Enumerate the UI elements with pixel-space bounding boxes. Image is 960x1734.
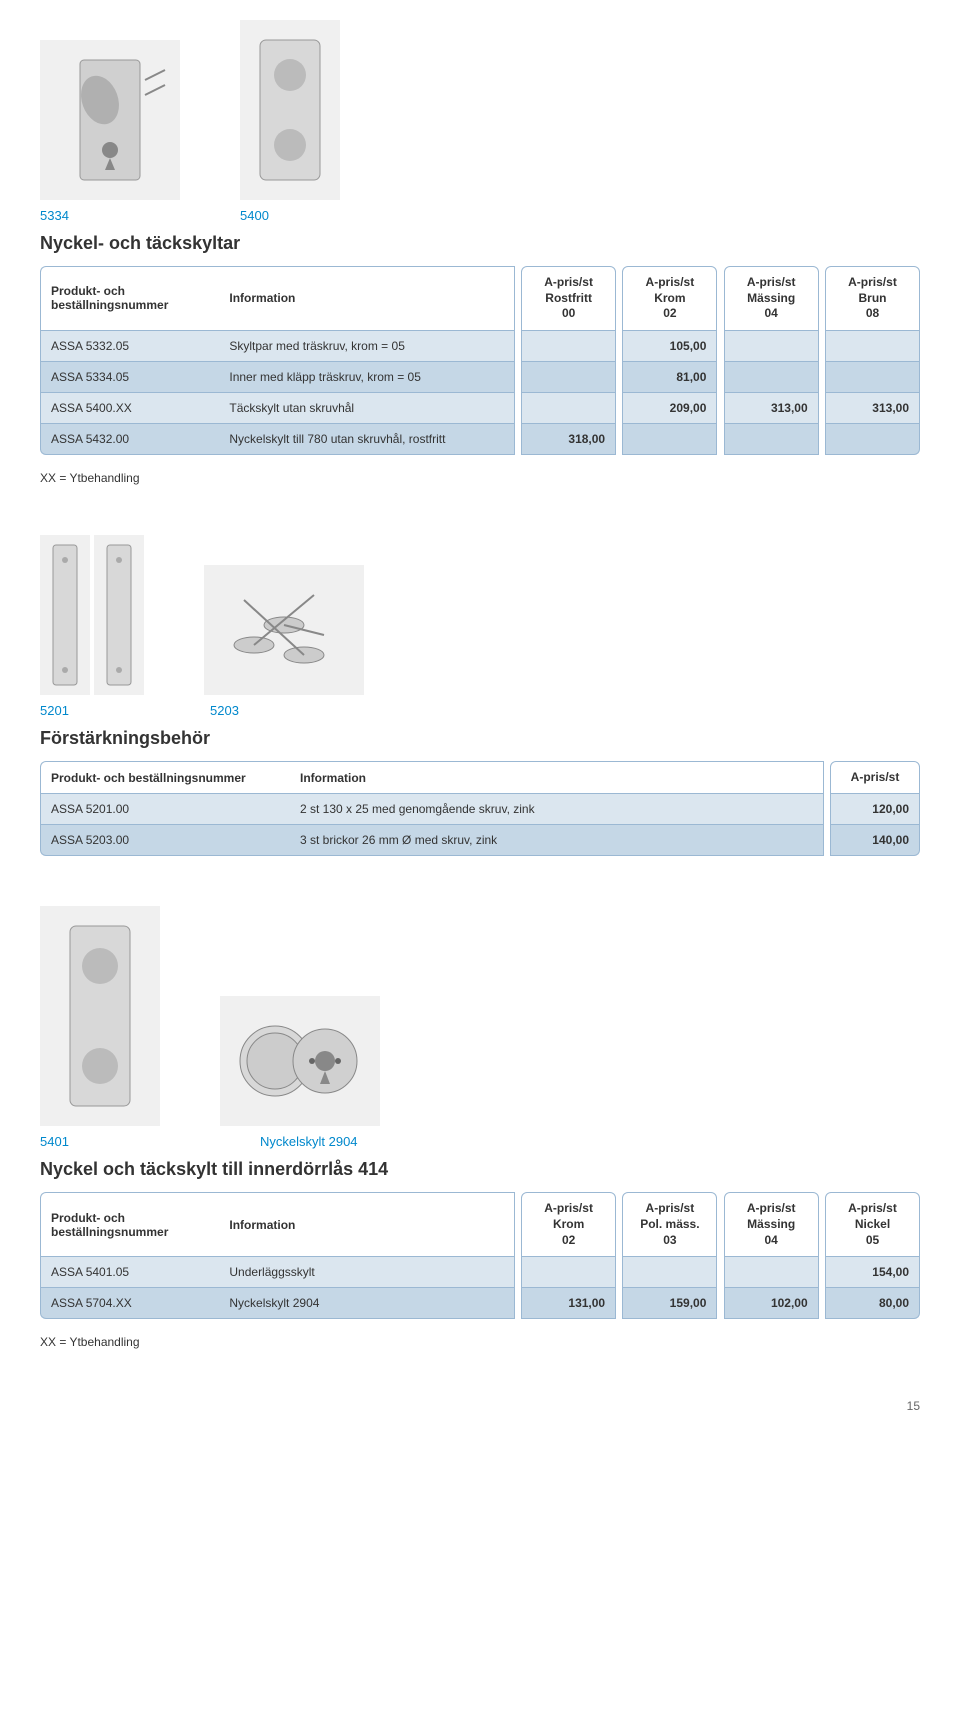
cell-price	[622, 1257, 717, 1288]
product-image-5201a	[40, 535, 90, 695]
header-brun: A-pris/st Brun 08	[825, 266, 920, 331]
cell-price	[825, 331, 920, 362]
cell-info: Täckskylt utan skruvhål	[219, 393, 514, 424]
image-row-1	[40, 20, 920, 200]
table-forstarkningsbehor: Produkt- och beställningsnummer Informat…	[40, 761, 920, 857]
cell-price: 209,00	[622, 393, 717, 424]
cell-product: ASSA 5432.00	[40, 424, 219, 455]
label-5400: 5400	[240, 208, 269, 223]
cell-price	[521, 393, 616, 424]
header-info: Information	[219, 266, 514, 331]
cell-info: Skyltpar med träskruv, krom = 05	[219, 331, 514, 362]
cell-info: Nyckelskylt till 780 utan skruvhål, rost…	[219, 424, 514, 455]
cell-price	[521, 1257, 616, 1288]
product-image-nyckelskylt-2904	[220, 996, 380, 1126]
header-product: Produkt- och beställningsnummer	[40, 266, 219, 331]
section-nyckel-tackskyltar: 5334 5400 Nyckel- och täckskyltar Produk…	[40, 20, 920, 485]
header-massing: A-pris/st Mässing 04	[724, 266, 819, 331]
image-row-3	[40, 906, 920, 1126]
section2-title: Förstärkningsbehör	[40, 728, 920, 749]
table-row: ASSA 5432.00Nyckelskylt till 780 utan sk…	[40, 424, 920, 455]
table-row: ASSA 5203.003 st brickor 26 mm Ø med skr…	[40, 825, 920, 856]
cell-info: 3 st brickor 26 mm Ø med skruv, zink	[290, 825, 824, 856]
cell-price	[825, 424, 920, 455]
header-pol-mass: A-pris/st Pol. mäss. 03	[622, 1192, 717, 1257]
product-image-5400	[240, 20, 340, 200]
label-5401: 5401	[40, 1134, 160, 1149]
cell-info: Nyckelskylt 2904	[219, 1288, 514, 1319]
table-nyckel-tackskyltar: Produkt- och beställningsnummer Informat…	[40, 266, 920, 455]
cell-product: ASSA 5400.XX	[40, 393, 219, 424]
cell-price	[724, 424, 819, 455]
label-row-1: 5334 5400	[40, 208, 920, 223]
section-forstarkningsbehor: 5201 5203 Förstärkningsbehör Produkt- oc…	[40, 535, 920, 857]
cell-price	[622, 424, 717, 455]
table-row: ASSA 5704.XXNyckelskylt 2904131,00159,00…	[40, 1288, 920, 1319]
cell-price: 154,00	[825, 1257, 920, 1288]
cell-info: Underläggsskylt	[219, 1257, 514, 1288]
product-image-5401	[40, 906, 160, 1126]
label-row-2: 5201 5203	[40, 703, 920, 718]
table-row: ASSA 5332.05Skyltpar med träskruv, krom …	[40, 331, 920, 362]
page-number: 15	[40, 1399, 920, 1413]
cell-price	[724, 362, 819, 393]
section3-title: Nyckel och täckskylt till innerdörrlås 4…	[40, 1159, 920, 1180]
label-5201: 5201	[40, 703, 150, 718]
cell-price: 80,00	[825, 1288, 920, 1319]
cell-price: 159,00	[622, 1288, 717, 1319]
cell-price	[724, 331, 819, 362]
header-product: Produkt- och beställningsnummer	[40, 761, 290, 795]
cell-price: 313,00	[724, 393, 819, 424]
product-image-5203	[204, 565, 364, 695]
cell-price: 120,00	[830, 794, 920, 825]
cell-info: 2 st 130 x 25 med genomgående skruv, zin…	[290, 794, 824, 825]
label-nyckelskylt-2904: Nyckelskylt 2904	[260, 1134, 358, 1149]
cell-product: ASSA 5203.00	[40, 825, 290, 856]
header-rostfritt: A-pris/st Rostfritt 00	[521, 266, 616, 331]
cell-price	[724, 1257, 819, 1288]
cell-price: 313,00	[825, 393, 920, 424]
header-krom: A-pris/st Krom 02	[622, 266, 717, 331]
product-image-5334	[40, 40, 180, 200]
image-row-2	[40, 535, 920, 695]
label-row-3: 5401 Nyckelskylt 2904	[40, 1134, 920, 1149]
cell-price: 318,00	[521, 424, 616, 455]
table-header-row: Produkt- och beställningsnummer Informat…	[40, 761, 920, 795]
cell-price: 102,00	[724, 1288, 819, 1319]
footnote-3: XX = Ytbehandling	[40, 1335, 920, 1349]
table-row: ASSA 5201.002 st 130 x 25 med genomgåend…	[40, 794, 920, 825]
cell-info: Inner med kläpp träskruv, krom = 05	[219, 362, 514, 393]
header-product: Produkt- och beställningsnummer	[40, 1192, 219, 1257]
header-massing: A-pris/st Mässing 04	[724, 1192, 819, 1257]
footnote-1: XX = Ytbehandling	[40, 471, 920, 485]
header-krom: A-pris/st Krom 02	[521, 1192, 616, 1257]
cell-price: 105,00	[622, 331, 717, 362]
table-header-row: Produkt- och beställningsnummer Informat…	[40, 266, 920, 331]
cell-price: 140,00	[830, 825, 920, 856]
cell-price: 131,00	[521, 1288, 616, 1319]
header-nickel: A-pris/st Nickel 05	[825, 1192, 920, 1257]
table-row: ASSA 5401.05Underläggsskylt 154,00	[40, 1257, 920, 1288]
header-info: Information	[219, 1192, 514, 1257]
cell-product: ASSA 5334.05	[40, 362, 219, 393]
label-5334: 5334	[40, 208, 180, 223]
table-row: ASSA 5400.XXTäckskylt utan skruvhål 209,0…	[40, 393, 920, 424]
cell-product: ASSA 5201.00	[40, 794, 290, 825]
cell-product: ASSA 5401.05	[40, 1257, 219, 1288]
header-info: Information	[290, 761, 824, 795]
section-nyckel-tackskylt-innerdorr: 5401 Nyckelskylt 2904 Nyckel och täcksky…	[40, 906, 920, 1349]
section1-title: Nyckel- och täckskyltar	[40, 233, 920, 254]
cell-price: 81,00	[622, 362, 717, 393]
table-header-row: Produkt- och beställningsnummer Informat…	[40, 1192, 920, 1257]
table-innerdorrlas: Produkt- och beställningsnummer Informat…	[40, 1192, 920, 1319]
header-apris: A-pris/st	[830, 761, 920, 795]
cell-product: ASSA 5704.XX	[40, 1288, 219, 1319]
cell-price	[521, 362, 616, 393]
table-row: ASSA 5334.05Inner med kläpp träskruv, kr…	[40, 362, 920, 393]
product-image-5201b	[94, 535, 144, 695]
cell-price	[521, 331, 616, 362]
label-5203: 5203	[210, 703, 239, 718]
cell-product: ASSA 5332.05	[40, 331, 219, 362]
cell-price	[825, 362, 920, 393]
